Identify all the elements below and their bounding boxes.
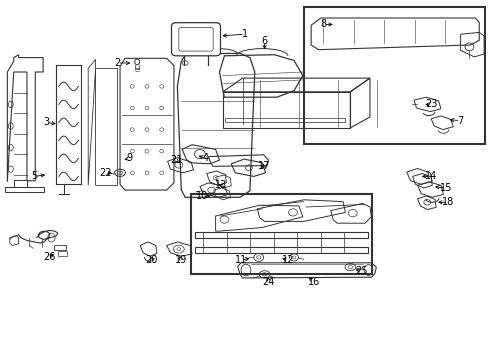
Bar <box>54 245 66 250</box>
Text: 11: 11 <box>235 255 247 265</box>
Bar <box>191 194 372 274</box>
Text: 20: 20 <box>146 255 158 265</box>
Text: 10: 10 <box>196 191 208 201</box>
Text: 23: 23 <box>425 99 438 109</box>
Text: 18: 18 <box>442 197 455 207</box>
Text: 26: 26 <box>43 252 55 262</box>
Text: 24: 24 <box>262 276 275 287</box>
Bar <box>304 7 485 144</box>
Text: 6: 6 <box>262 36 268 46</box>
Text: 13: 13 <box>216 180 227 190</box>
Text: 25: 25 <box>355 266 368 276</box>
Text: 4: 4 <box>203 153 209 163</box>
Text: 1: 1 <box>242 29 248 39</box>
Text: 19: 19 <box>175 255 187 265</box>
Text: 14: 14 <box>425 171 437 181</box>
FancyBboxPatch shape <box>172 23 220 56</box>
Text: 17: 17 <box>258 161 271 171</box>
FancyBboxPatch shape <box>179 27 213 51</box>
Bar <box>58 251 67 256</box>
Text: 15: 15 <box>440 183 452 193</box>
Text: 8: 8 <box>320 19 326 30</box>
Text: 3: 3 <box>44 117 49 127</box>
Text: 9: 9 <box>127 153 133 163</box>
Text: 7: 7 <box>458 116 464 126</box>
Text: 21: 21 <box>170 155 183 165</box>
Text: 22: 22 <box>99 168 112 178</box>
Text: 12: 12 <box>282 255 294 265</box>
Text: 2: 2 <box>115 58 121 68</box>
Text: 16: 16 <box>308 276 319 287</box>
Text: 5: 5 <box>31 171 37 181</box>
